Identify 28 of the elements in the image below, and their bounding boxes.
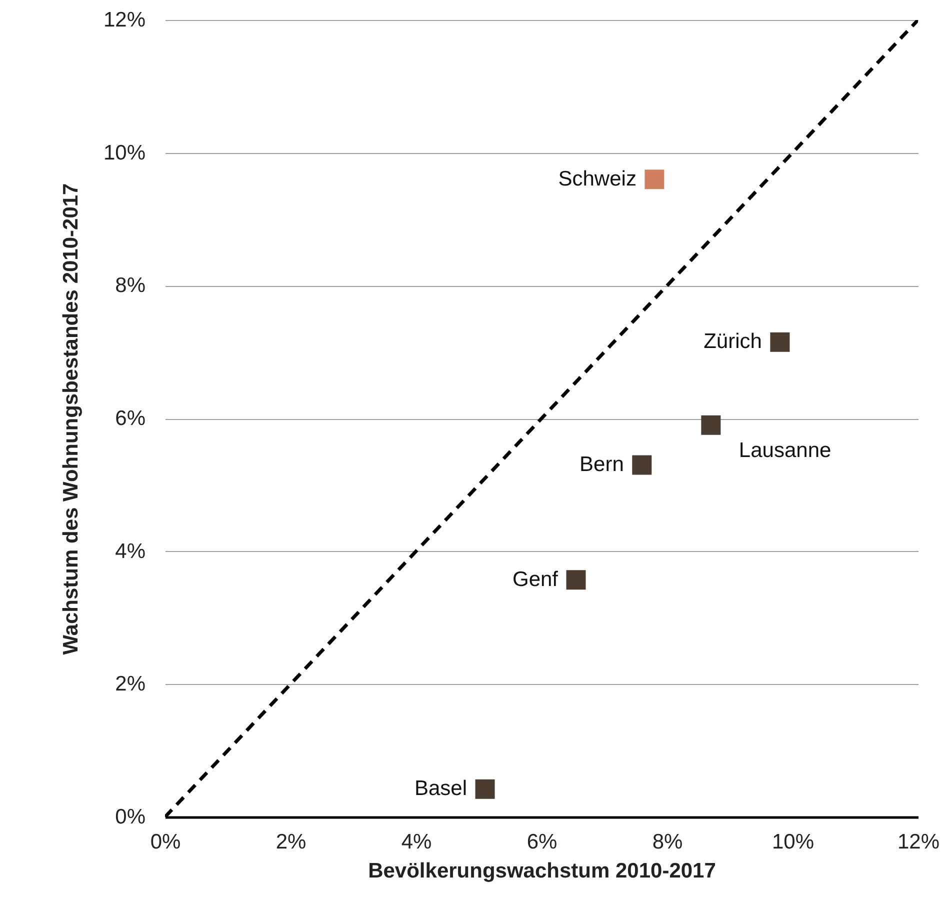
series-label: Basel xyxy=(414,777,468,800)
point xyxy=(770,332,790,352)
series-label: Schweiz xyxy=(558,167,636,190)
x-tick-label: 2% xyxy=(276,830,306,854)
y-tick-label: 0% xyxy=(115,806,146,828)
y-axis-title: Wachstum des Wohnungsbestandes 2010-2017 xyxy=(59,183,82,655)
x-axis-title: Bevölkerungswachstum 2010-2017 xyxy=(368,860,716,882)
point xyxy=(566,570,586,590)
point xyxy=(632,455,652,475)
x-tick-label: 6% xyxy=(526,830,558,854)
point xyxy=(701,415,721,435)
y-tick-label: 4% xyxy=(115,540,146,563)
point xyxy=(644,170,664,190)
x-tick-label: 0% xyxy=(150,830,181,854)
series-label: Genf xyxy=(512,568,558,591)
y-tick-label: 8% xyxy=(115,274,146,298)
x-tick-label: 4% xyxy=(401,830,432,854)
x-tick-label: 12% xyxy=(897,830,940,854)
y-tick-label: 12% xyxy=(103,8,146,32)
y-tick-label: 6% xyxy=(115,407,146,430)
point xyxy=(475,779,495,799)
x-tick-label: 10% xyxy=(772,830,814,854)
series-label: Lausanne xyxy=(738,439,832,462)
series-label: Bern xyxy=(580,452,624,476)
series-label: Zürich xyxy=(704,330,762,354)
y-tick-label: 10% xyxy=(103,141,146,164)
x-tick-label: 8% xyxy=(652,830,683,854)
y-tick-label: 2% xyxy=(115,672,146,696)
